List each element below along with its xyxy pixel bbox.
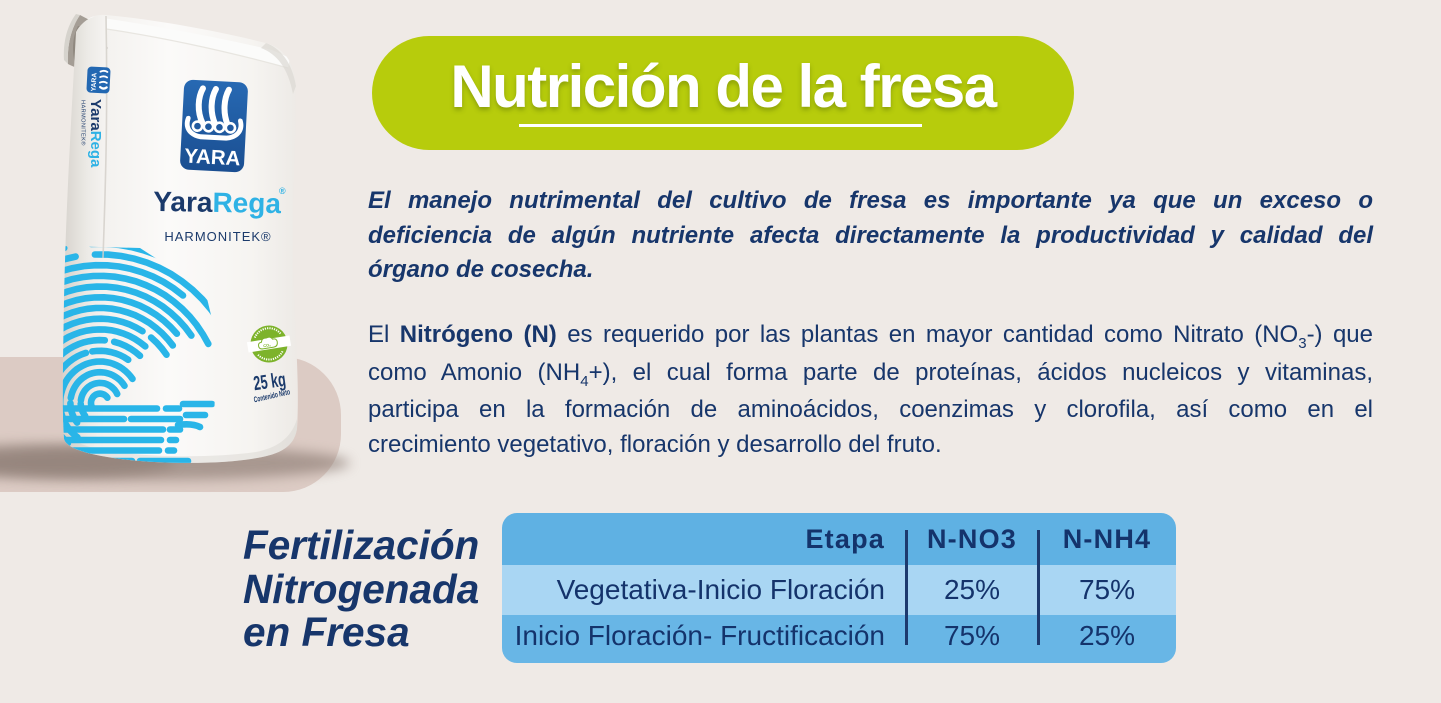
svg-text:YaraRega: YaraRega: [153, 186, 282, 219]
svg-text:YaraRega: YaraRega: [87, 99, 104, 168]
svg-text:HARMONITEK®: HARMONITEK®: [164, 229, 271, 244]
svg-text:25 kg: 25 kg: [252, 368, 287, 395]
svg-text:YARA: YARA: [184, 145, 242, 171]
svg-text:®: ®: [279, 186, 286, 196]
svg-text:YARA: YARA: [91, 73, 99, 92]
svg-text:HARMONITEK®: HARMONITEK®: [80, 100, 87, 146]
svg-text:CO₂: CO₂: [263, 342, 272, 348]
